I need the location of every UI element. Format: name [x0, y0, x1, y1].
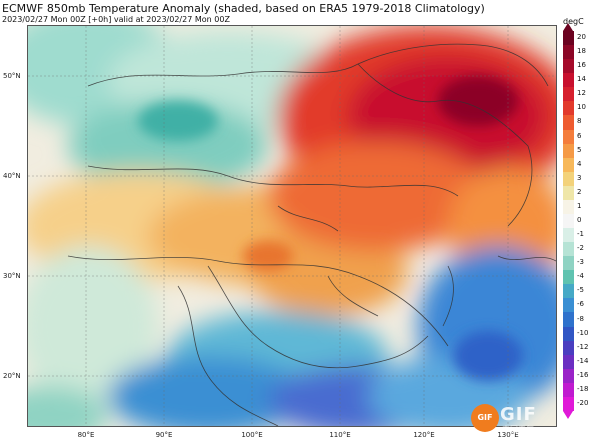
- colorbar-tick-label: 14: [577, 75, 586, 84]
- colorbar-tick-label: 3: [577, 173, 582, 182]
- anomaly-map: [28, 26, 556, 426]
- colorbar-segment: [563, 59, 574, 74]
- colorbar-tick-label: 6: [577, 131, 582, 140]
- colorbar-segment: [563, 284, 574, 299]
- colorbar-segment: [563, 396, 574, 412]
- colorbar-tick-label: -5: [577, 286, 584, 295]
- lon-label-80e: 80°E: [77, 431, 95, 439]
- colorbar-segment: [563, 31, 574, 46]
- lat-lon-grid: [28, 26, 556, 426]
- lat-label-50n: 50°N: [3, 72, 21, 80]
- lon-label-110e: 110°E: [329, 431, 351, 439]
- colorbar-tick-label: 5: [577, 145, 582, 154]
- colorbar-segment: [563, 326, 574, 342]
- colorbar-segment: [563, 382, 574, 398]
- watermark-subtext: 中国天气: [502, 425, 534, 434]
- colorbar-tick-label: -2: [577, 244, 584, 253]
- colorbar-tick-label: 16: [577, 61, 586, 70]
- colorbar-segment: [563, 115, 574, 130]
- colorbar-tick-label: 20: [577, 33, 586, 42]
- colorbar-segment: [563, 143, 574, 159]
- colorbar-unit: degC: [563, 17, 584, 26]
- colorbar-tick-label: 4: [577, 159, 582, 168]
- colorbar-segment: [563, 270, 574, 285]
- colorbar-tick-label: -20: [577, 398, 589, 407]
- lon-label-120e: 120°E: [413, 431, 435, 439]
- lon-label-90e: 90°E: [155, 431, 173, 439]
- colorbar-tick-label: 8: [577, 117, 582, 126]
- colorbar-segment: [563, 228, 574, 243]
- map-panel[interactable]: [27, 25, 557, 427]
- colorbar-segment: [563, 256, 574, 271]
- colorbar-tick-label: 1: [577, 201, 582, 210]
- colorbar-tick-label: -10: [577, 328, 589, 337]
- colorbar-segment: [563, 101, 574, 116]
- colorbar-segment: [563, 45, 574, 60]
- colorbar-bottom-arrow: [563, 411, 573, 419]
- colorbar-tick-label: 10: [577, 103, 586, 112]
- map-valid-time: 2023/02/27 Mon 00Z [+0h] valid at 2023/0…: [2, 15, 230, 24]
- colorbar-tick-label: 12: [577, 89, 586, 98]
- gif-badge-icon[interactable]: GIF: [471, 404, 499, 432]
- colorbar-tick-label: -12: [577, 342, 589, 351]
- country-borders: [67, 43, 556, 426]
- colorbar-segment: [563, 129, 574, 145]
- colorbar-tick-label: 0: [577, 216, 582, 224]
- lat-label-30n: 30°N: [3, 272, 21, 280]
- colorbar-segment: [563, 157, 574, 173]
- anomaly-shading: [28, 26, 556, 426]
- colorbar-segment: [563, 171, 574, 187]
- colorbar-tick-label: 18: [577, 47, 586, 56]
- colorbar: [563, 23, 574, 419]
- colorbar-segment: [563, 185, 574, 201]
- colorbar-segment: [563, 73, 574, 88]
- lat-label-40n: 40°N: [3, 172, 21, 180]
- colorbar-top-arrow: [563, 23, 573, 31]
- colorbar-tick-label: -18: [577, 384, 589, 393]
- colorbar-tick-label: -8: [577, 314, 584, 323]
- colorbar-tick-label: -16: [577, 370, 589, 379]
- lon-label-130e: 130°E: [497, 431, 519, 439]
- lat-label-20n: 20°N: [3, 372, 21, 380]
- colorbar-segment: [563, 213, 574, 229]
- colorbar-segment: [563, 312, 574, 328]
- watermark-text: GIF: [500, 404, 537, 425]
- colorbar-segment: [563, 354, 574, 370]
- map-title: ECMWF 850mb Temperature Anomaly (shaded,…: [2, 2, 485, 15]
- colorbar-segment: [563, 199, 574, 215]
- colorbar-segment: [563, 298, 574, 313]
- lon-label-100e: 100°E: [241, 431, 263, 439]
- colorbar-tick-label: -3: [577, 258, 584, 267]
- colorbar-tick-label: -14: [577, 356, 589, 365]
- colorbar-segment: [563, 340, 574, 356]
- colorbar-tick-label: -6: [577, 300, 584, 309]
- colorbar-segment: [563, 242, 574, 257]
- colorbar-segment: [563, 87, 574, 102]
- anomaly-detail: [138, 76, 523, 381]
- colorbar-tick-label: -1: [577, 230, 584, 239]
- colorbar-tick-label: -4: [577, 272, 584, 281]
- colorbar-tick-label: 2: [577, 187, 582, 196]
- colorbar-segment: [563, 368, 574, 384]
